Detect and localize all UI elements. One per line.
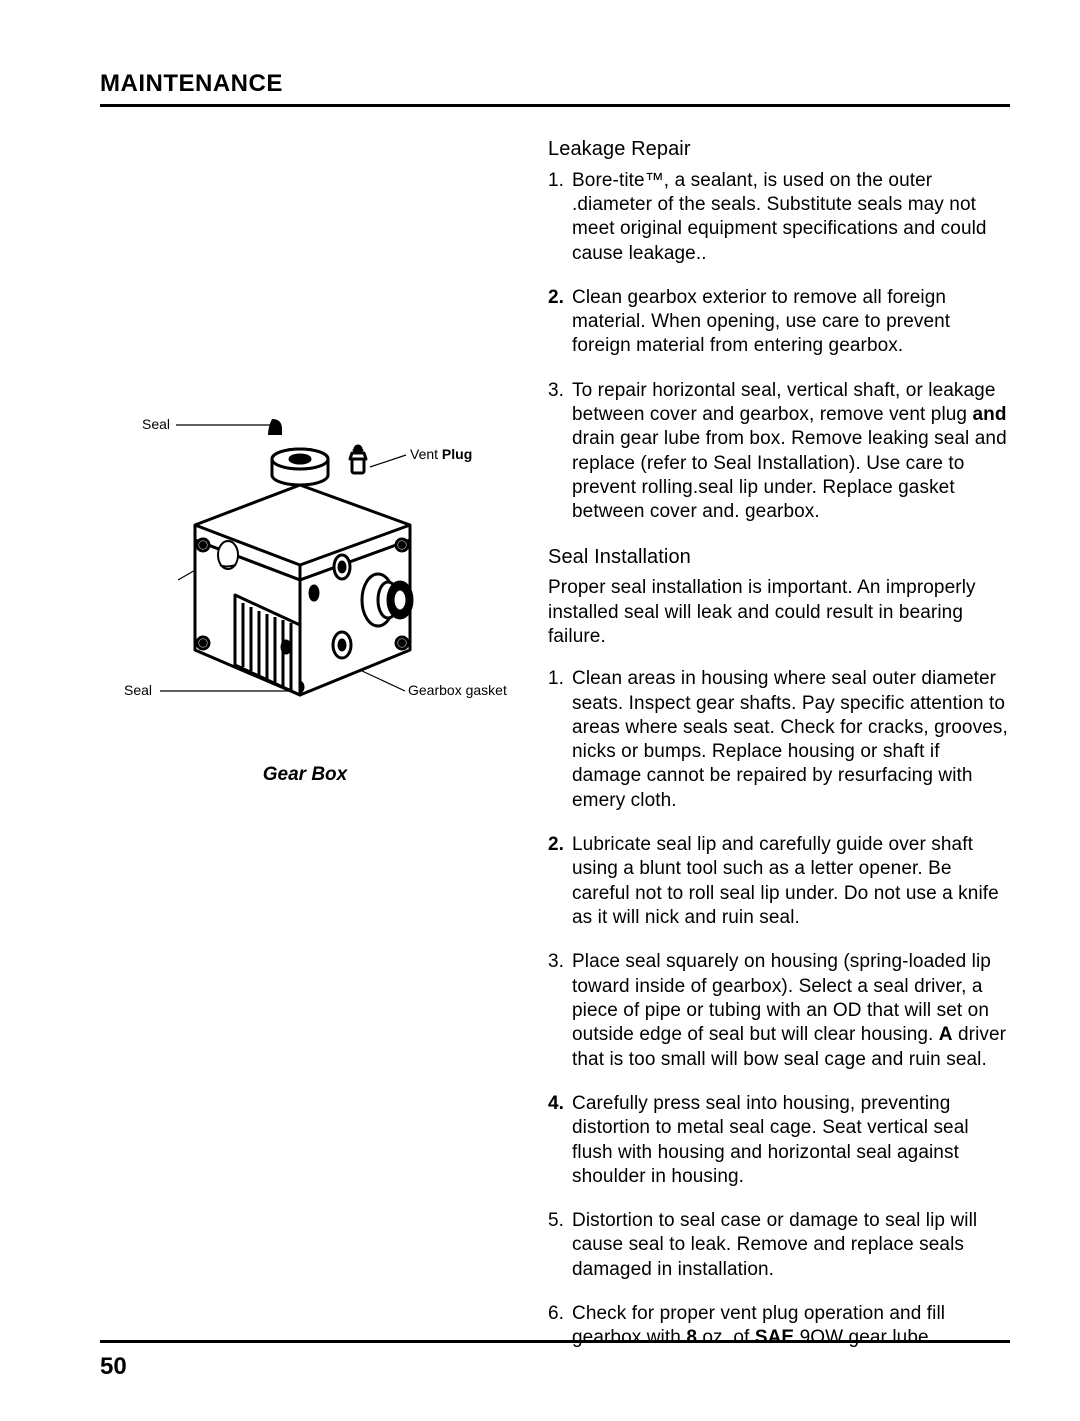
list-item-number: 3. (548, 950, 572, 1072)
list-item-number: 2. (548, 833, 572, 930)
leakage-steps: 1.Bore-tite™, a sealant, is used on the … (548, 169, 1010, 525)
list-item: 3.Place seal squarely on housing (spring… (548, 950, 1010, 1072)
right-column: Leakage Repair 1.Bore-tite™, a sealant, … (548, 135, 1010, 1371)
list-item-number: 4. (548, 1092, 572, 1189)
list-item-text: Place seal squarely on housing (spring-l… (572, 950, 1010, 1072)
leakage-heading: Leakage Repair (548, 137, 1010, 163)
list-item: 3.To repair horizontal seal, vertical sh… (548, 379, 1010, 525)
left-column: Seal Vent Plug Seal Gearbox gasket Gear … (100, 135, 510, 1371)
list-item-number: 6. (548, 1302, 572, 1351)
content-columns: Seal Vent Plug Seal Gearbox gasket Gear … (100, 135, 1010, 1371)
list-item-number: 2. (548, 286, 572, 359)
label-seal-top: Seal (142, 416, 170, 432)
label-vent-plug: Vent Plug (410, 446, 472, 462)
gearbox-svg: Seal Vent Plug Seal Gearbox gasket (100, 395, 510, 745)
list-item-text: Distortion to seal case or damage to sea… (572, 1209, 1010, 1282)
list-item-number: 1. (548, 169, 572, 266)
list-item-text: Bore-tite™, a sealant, is used on the ou… (572, 169, 1010, 266)
list-item: 4.Carefully press seal into housing, pre… (548, 1092, 1010, 1189)
page-number: 50 (100, 1353, 127, 1381)
list-item-text: Lubricate seal lip and carefully guide o… (572, 833, 1010, 930)
list-item-text: Clean gearbox exterior to remove all for… (572, 286, 1010, 359)
list-item-text: To repair horizontal seal, vertical shaf… (572, 379, 1010, 525)
list-item-number: 5. (548, 1209, 572, 1282)
seal-install-intro: Proper seal installation is important. A… (548, 576, 1010, 649)
gearbox-figure: Seal Vent Plug Seal Gearbox gasket Gear … (100, 395, 510, 786)
seal-install-steps: 1.Clean areas in housing where seal oute… (548, 667, 1010, 1351)
title-rule (100, 104, 1010, 107)
list-item: 2.Lubricate seal lip and carefully guide… (548, 833, 1010, 930)
figure-caption: Gear Box (100, 764, 510, 786)
seal-install-heading: Seal Installation (548, 545, 1010, 571)
list-item-number: 1. (548, 667, 572, 813)
list-item: 6.Check for proper vent plug operation a… (548, 1302, 1010, 1351)
list-item-text: Check for proper vent plug operation and… (572, 1302, 1010, 1351)
list-item: 5.Distortion to seal case or damage to s… (548, 1209, 1010, 1282)
list-item: 1.Bore-tite™, a sealant, is used on the … (548, 169, 1010, 266)
list-item-text: Carefully press seal into housing, preve… (572, 1092, 1010, 1189)
label-seal-left: Seal (124, 682, 152, 698)
list-item-number: 3. (548, 379, 572, 525)
footer-rule (100, 1340, 1010, 1343)
list-item: 1.Clean areas in housing where seal oute… (548, 667, 1010, 813)
page-title: MAINTENANCE (100, 70, 1010, 98)
list-item: 2.Clean gearbox exterior to remove all f… (548, 286, 1010, 359)
list-item-text: Clean areas in housing where seal outer … (572, 667, 1010, 813)
label-gasket: Gearbox gasket (408, 682, 507, 698)
